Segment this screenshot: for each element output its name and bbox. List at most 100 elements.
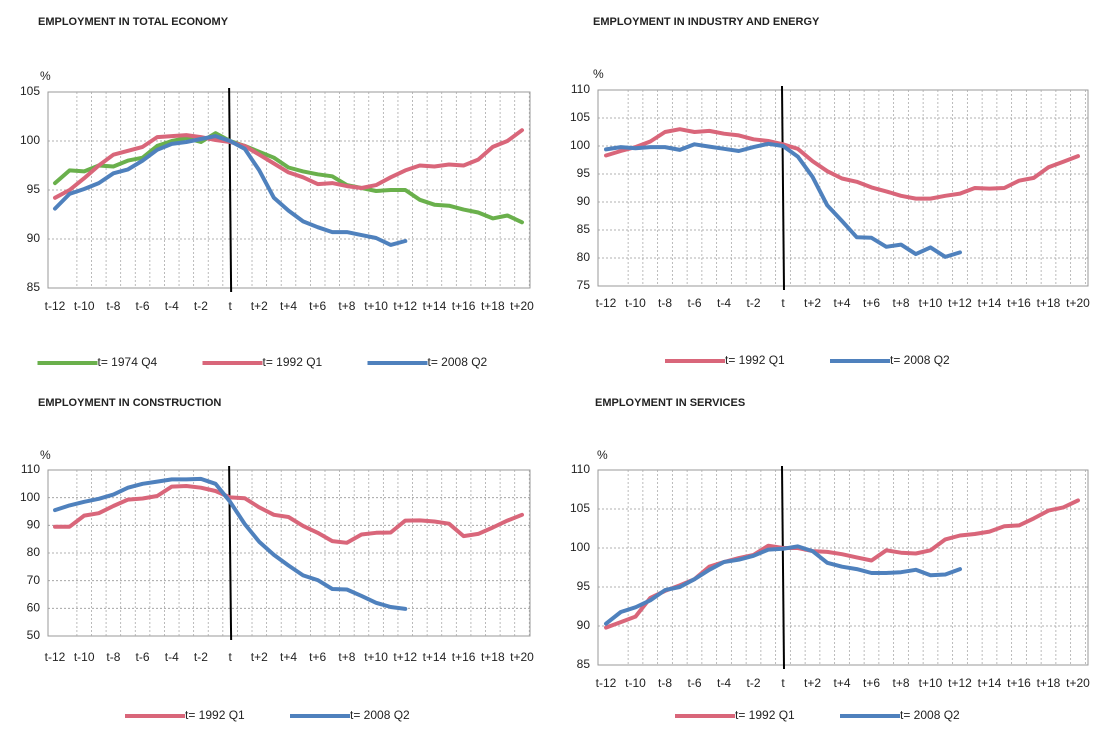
x-tick-label: t+18 xyxy=(1037,296,1061,310)
series-line xyxy=(604,544,962,626)
legend-label: t= 1992 Q1 xyxy=(725,353,785,367)
x-tick-label: t+10 xyxy=(919,296,943,310)
legend-label: t= 1992 Q1 xyxy=(185,708,245,722)
legend-label: t= 2008 Q2 xyxy=(900,708,960,722)
x-tick-label: t+20 xyxy=(510,650,534,664)
y-tick-label: 110 xyxy=(571,462,590,476)
legend-label: t= 2008 Q2 xyxy=(350,708,410,722)
y-tick-label: 85 xyxy=(577,222,591,236)
x-tick-label: t+4 xyxy=(833,296,850,310)
x-tick-label: t-8 xyxy=(658,676,672,690)
legend-label: t= 2008 Q2 xyxy=(428,355,488,369)
x-tick-label: t+16 xyxy=(452,650,476,664)
x-tick-label: t+12 xyxy=(948,676,972,690)
chart-title: EMPLOYMENT IN TOTAL ECONOMY xyxy=(38,16,229,28)
x-tick-label: t-10 xyxy=(74,650,95,664)
y-tick-label: 95 xyxy=(577,579,591,593)
x-tick-label: t+20 xyxy=(1066,676,1090,690)
x-tick-label: t-2 xyxy=(194,299,208,313)
x-tick-label: t+12 xyxy=(393,650,417,664)
reference-line xyxy=(781,85,785,291)
series-line xyxy=(53,128,524,200)
x-tick-label: t-6 xyxy=(687,676,701,690)
x-tick-label: t+8 xyxy=(338,299,355,313)
x-tick-label: t-12 xyxy=(596,676,617,690)
x-tick-label: t+12 xyxy=(948,296,972,310)
series-line xyxy=(604,141,962,259)
legend-label: t= 1992 Q1 xyxy=(735,708,795,722)
series-line xyxy=(604,127,1080,201)
x-tick-label: t-6 xyxy=(136,650,150,664)
x-tick-label: t-10 xyxy=(625,296,646,310)
x-tick-label: t+2 xyxy=(804,676,821,690)
y-tick-label: 70 xyxy=(27,573,41,587)
y-tick-label: 80 xyxy=(577,250,591,264)
x-tick-label: t+20 xyxy=(1066,296,1090,310)
x-tick-label: t-8 xyxy=(106,299,120,313)
y-tick-label: 95 xyxy=(27,182,41,196)
x-tick-label: t xyxy=(228,299,232,313)
y-unit: % xyxy=(593,67,604,81)
legend-label: t= 1974 Q4 xyxy=(98,355,158,369)
x-tick-label: t+14 xyxy=(978,676,1002,690)
x-tick-label: t+18 xyxy=(1037,676,1061,690)
x-tick-label: t-12 xyxy=(45,650,66,664)
x-tick-label: t+8 xyxy=(892,676,909,690)
legend-label: t= 2008 Q2 xyxy=(890,353,950,367)
y-tick-label: 50 xyxy=(27,628,41,642)
series-line xyxy=(53,131,524,225)
y-tick-label: 95 xyxy=(577,166,591,180)
y-tick-label: 100 xyxy=(570,138,590,152)
x-tick-label: t-12 xyxy=(45,299,66,313)
x-tick-label: t-2 xyxy=(746,676,760,690)
series-line xyxy=(604,498,1080,630)
x-tick-label: t+16 xyxy=(1007,676,1031,690)
reference-line xyxy=(228,87,233,293)
x-tick-label: t+2 xyxy=(251,299,268,313)
x-tick-label: t+10 xyxy=(919,676,943,690)
y-tick-label: 60 xyxy=(27,601,41,615)
x-tick-label: t-8 xyxy=(106,650,120,664)
x-tick-label: t+14 xyxy=(978,296,1002,310)
y-unit: % xyxy=(40,448,51,462)
x-tick-label: t+8 xyxy=(338,650,355,664)
x-tick-label: t+4 xyxy=(280,650,297,664)
y-tick-label: 90 xyxy=(27,518,41,532)
x-tick-label: t-6 xyxy=(687,296,701,310)
reference-line xyxy=(781,465,785,670)
y-tick-label: 100 xyxy=(20,490,40,504)
plot-area xyxy=(597,89,1089,287)
x-tick-label: t+2 xyxy=(251,650,268,664)
x-tick-label: t+6 xyxy=(863,676,880,690)
y-tick-label: 100 xyxy=(20,133,40,147)
x-tick-label: t-12 xyxy=(596,296,617,310)
y-tick-label: 110 xyxy=(21,462,40,476)
chart-title: EMPLOYMENT IN CONSTRUCTION xyxy=(38,397,221,409)
y-unit: % xyxy=(40,69,51,83)
x-tick-label: t-4 xyxy=(165,650,179,664)
y-tick-label: 90 xyxy=(577,194,591,208)
x-tick-label: t-2 xyxy=(746,296,760,310)
x-tick-label: t+4 xyxy=(280,299,297,313)
x-tick-label: t+14 xyxy=(423,299,447,313)
y-tick-label: 105 xyxy=(570,110,590,124)
x-tick-label: t-6 xyxy=(136,299,150,313)
x-tick-label: t xyxy=(781,296,785,310)
series-line xyxy=(53,476,408,611)
x-tick-label: t+18 xyxy=(481,299,505,313)
x-tick-label: t-4 xyxy=(165,299,179,313)
x-tick-label: t+18 xyxy=(481,650,505,664)
x-tick-label: t+16 xyxy=(1007,296,1031,310)
x-tick-label: t+10 xyxy=(364,299,388,313)
y-tick-label: 100 xyxy=(570,540,590,554)
x-tick-label: t+6 xyxy=(309,299,326,313)
y-tick-label: 75 xyxy=(577,278,591,292)
series-line xyxy=(53,484,524,545)
x-tick-label: t-8 xyxy=(658,296,672,310)
x-tick-label: t+20 xyxy=(510,299,534,313)
x-tick-label: t-2 xyxy=(194,650,208,664)
y-tick-label: 90 xyxy=(577,618,591,632)
y-tick-label: 85 xyxy=(27,280,41,294)
x-tick-label: t-10 xyxy=(625,676,646,690)
